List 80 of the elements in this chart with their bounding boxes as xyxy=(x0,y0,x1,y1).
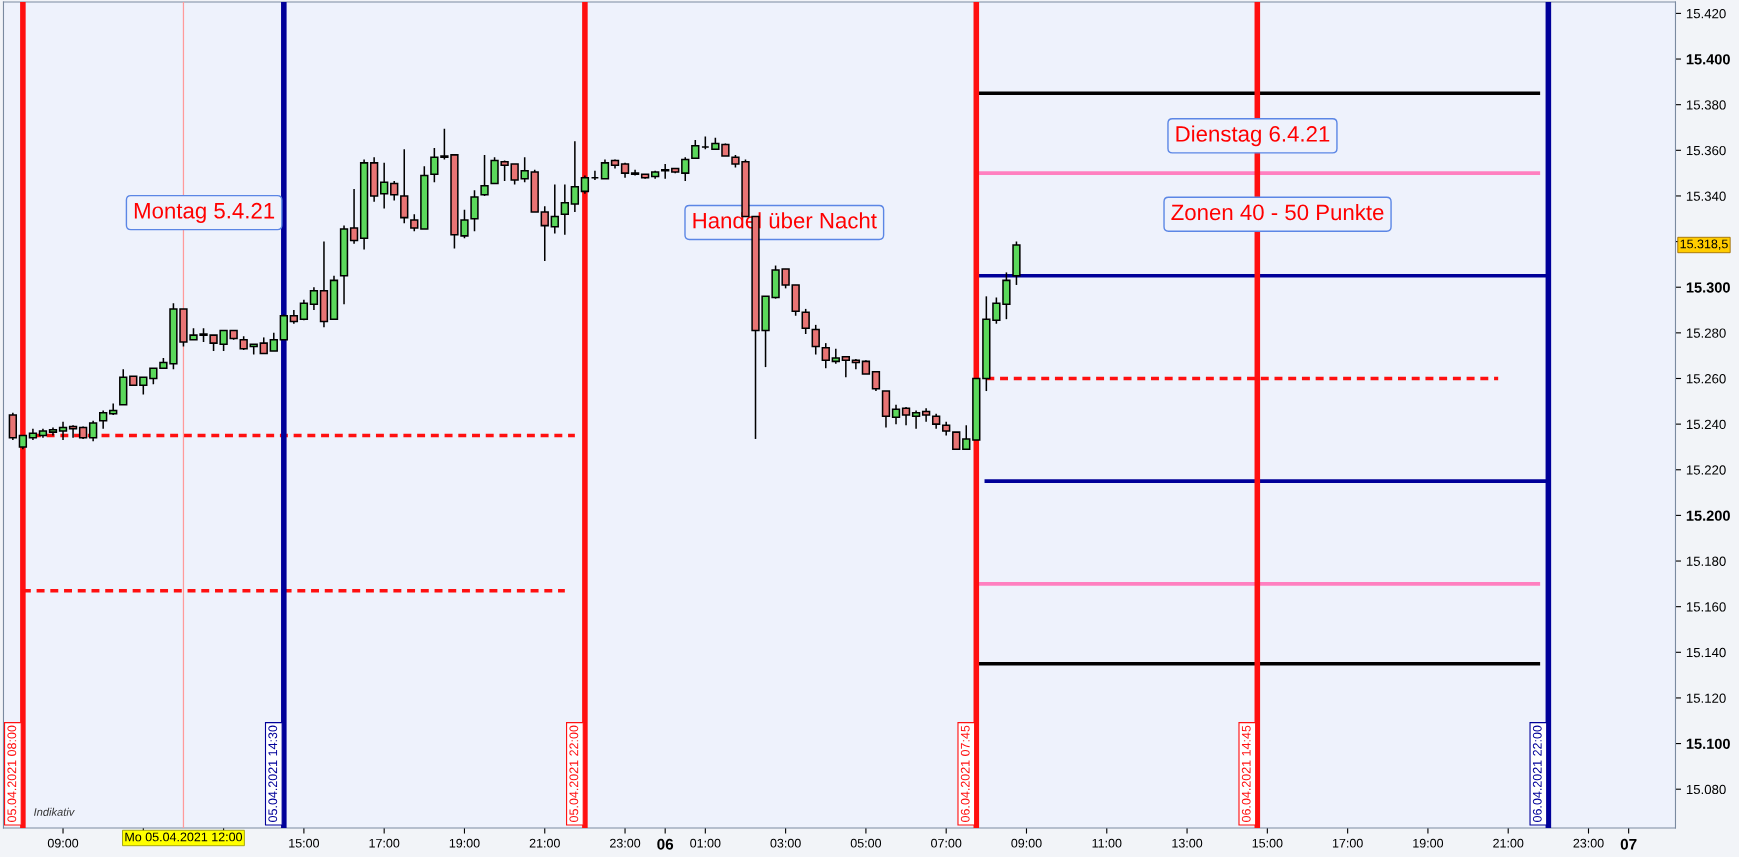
y-tick-label: 15.380 xyxy=(1686,100,1726,110)
y-tick-label: 15.260 xyxy=(1686,374,1726,384)
x-tick-label: 07 xyxy=(1620,838,1637,850)
ref-line-label: 06.04.2021 22:00 xyxy=(1532,725,1542,822)
ref-line-label: Mo 05.04.2021 12:00 xyxy=(125,832,243,842)
y-tick-label: 15.360 xyxy=(1686,145,1726,156)
candlestick xyxy=(520,156,529,184)
x-tick-label: 21:00 xyxy=(1493,838,1524,848)
x-tick-label: 03:00 xyxy=(770,838,801,848)
candlestick xyxy=(380,162,389,210)
y-tick-label: 15.240 xyxy=(1686,419,1726,430)
x-tick-label: 09:00 xyxy=(1011,838,1042,848)
x-tick-label: 23:00 xyxy=(1573,838,1604,848)
y-tick-label: 15.200 xyxy=(1686,510,1730,521)
candlestick xyxy=(600,158,610,180)
y-tick-label: 15.180 xyxy=(1686,556,1726,566)
ref-line-label: 05.04.2021 14:30 xyxy=(268,725,278,822)
y-tick-label: 15.080 xyxy=(1686,784,1726,795)
annotation: Dienstag 6.4.21 xyxy=(1176,125,1330,147)
y-tick-label: 15.340 xyxy=(1686,191,1726,201)
x-tick-label: 19:00 xyxy=(1413,838,1444,848)
candlestick xyxy=(580,174,590,195)
candlestick xyxy=(821,342,830,369)
annotation: Indikativ xyxy=(34,807,75,816)
y-tick-label: 15.220 xyxy=(1686,465,1726,475)
candlestick xyxy=(691,139,700,160)
candlestick xyxy=(801,308,810,335)
candlestick xyxy=(8,411,18,441)
x-tick-label: 07:00 xyxy=(931,838,962,848)
candlestick xyxy=(841,356,851,379)
x-tick-label: 15:00 xyxy=(289,838,320,848)
candlestick xyxy=(911,409,921,430)
x-tick-label: 09:00 xyxy=(47,838,79,848)
ref-line-label: 05.04.2021 22:00 xyxy=(569,725,579,822)
candlestick xyxy=(560,183,570,236)
ref-line-label: 05.04.2021 08:00 xyxy=(7,725,17,822)
candlestick xyxy=(58,421,68,441)
y-tick-label: 15.420 xyxy=(1686,8,1726,19)
candlestick xyxy=(962,424,971,450)
y-tick-label: 15.140 xyxy=(1686,647,1726,658)
x-tick-label: 13:00 xyxy=(1172,838,1203,848)
ref-line-label: 06.04.2021 14:45 xyxy=(1241,725,1251,822)
y-tick-label: 15.120 xyxy=(1686,693,1726,703)
candlestick xyxy=(871,370,881,392)
y-tick-label: 15.300 xyxy=(1686,282,1730,293)
y-tick-label: 15.400 xyxy=(1686,54,1730,65)
x-tick-label: 11:00 xyxy=(1092,838,1122,848)
candlestick xyxy=(390,180,399,202)
candlestick xyxy=(681,156,690,182)
y-tick-label: 15.280 xyxy=(1686,328,1726,338)
x-tick-label: 17:00 xyxy=(369,838,400,848)
y-tick-label: 15.100 xyxy=(1686,738,1730,749)
candlestick xyxy=(540,205,549,262)
candlestick xyxy=(570,140,580,213)
x-tick-label: 23:00 xyxy=(610,838,641,848)
candlestick xyxy=(349,188,359,245)
candlestick xyxy=(88,419,98,443)
annotation: Montag 5.4.21 xyxy=(134,202,275,223)
ref-line-label: 06.04.2021 07:45 xyxy=(960,725,970,822)
candlestick xyxy=(480,154,489,197)
x-tick-label: 21:00 xyxy=(529,838,560,848)
x-tick-label: 17:00 xyxy=(1332,838,1363,848)
candlestick xyxy=(901,406,911,427)
candlestick xyxy=(891,403,901,425)
x-tick-label: 05:00 xyxy=(850,838,882,848)
candlestick xyxy=(400,148,409,225)
candlestick xyxy=(98,409,108,430)
x-tick-label: 06 xyxy=(657,838,674,850)
x-tick-label: 15:00 xyxy=(1252,838,1283,848)
annotation: Zonen 40 - 50 Punkte xyxy=(1171,203,1384,221)
x-tick-label: 01:00 xyxy=(690,838,721,848)
candlestick xyxy=(661,163,670,180)
candlestick xyxy=(550,183,559,235)
y-tick-label: 15.160 xyxy=(1686,602,1726,612)
candlestick xyxy=(309,286,319,311)
text: 15.318,5 xyxy=(1680,239,1728,250)
x-tick-label: 19:00 xyxy=(449,838,480,848)
candlestick xyxy=(269,332,278,352)
candlestick xyxy=(279,313,288,341)
candlestick xyxy=(811,324,820,356)
